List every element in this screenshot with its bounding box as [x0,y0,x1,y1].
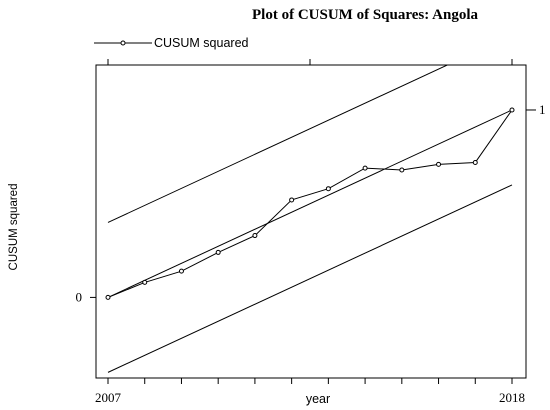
y-tick-label: 1 [539,102,546,117]
x-tick-label: 2007 [95,390,122,405]
y-axis: 01 [76,102,546,304]
lower-bound-line [107,184,513,373]
y-tick-label: 0 [76,289,83,304]
data-point [142,279,148,285]
series-layer [105,107,515,300]
x-axis: 2007 2018 [95,59,525,405]
y-axis-label: CUSUM squared [8,184,20,271]
x-axis-label: year [306,392,330,406]
data-point [436,161,442,167]
data-point [215,249,221,255]
expected-line [107,109,513,298]
data-point [472,159,478,165]
data-point [252,233,258,239]
legend-marker [120,40,126,46]
plot-area-frame [95,64,527,379]
data-point [362,165,368,171]
chart-title: Plot of CUSUM of Squares: Angola [252,7,478,23]
data-point [325,186,331,192]
data-point [178,268,184,274]
data-point [105,294,111,300]
series-line-cusum-squared [107,109,513,298]
reference-lines [107,65,513,373]
x-tick-label: 2018 [499,390,525,405]
data-point [399,167,405,173]
legend-label: CUSUM squared [154,36,249,50]
upper-bound-line [107,65,449,223]
legend: CUSUM squared [94,36,249,50]
data-point [509,107,515,113]
data-point [289,197,295,203]
